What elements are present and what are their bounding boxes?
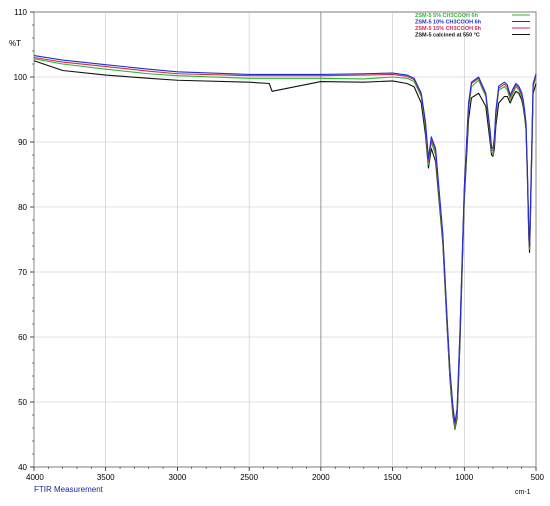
x-axis-unit: cm-1	[515, 489, 531, 496]
x-tick-label: 3000	[169, 473, 187, 482]
y-tick-label: 70	[18, 268, 27, 277]
legend-entry-1: ZSM-5 5% CH3COOH 6h	[415, 13, 479, 19]
y-tick-label: 60	[18, 333, 27, 342]
legend-entry-4: ZSM-5 calcined at 550 °C	[415, 33, 480, 39]
legend-entry-2: ZSM-5 10% CH3COOH 6h	[415, 20, 482, 26]
y-axis-label: %T	[9, 39, 21, 48]
x-tick-label: 3500	[97, 473, 115, 482]
footer-label: FTIR Measurement	[34, 485, 104, 494]
series-line-2	[33, 55, 537, 424]
y-tick-label: 110	[14, 8, 27, 17]
legend-entry-3: ZSM-5 15% CH3COOH 6h	[415, 26, 482, 32]
x-tick-label: 1000	[455, 473, 473, 482]
y-tick-label: 80	[18, 203, 27, 212]
x-tick-label: 1500	[384, 473, 402, 482]
y-axis-ticks: 40 50 60 70 80 90 100 110	[14, 8, 34, 472]
x-tick-label: 4000	[26, 473, 44, 482]
y-tick-label: 90	[18, 138, 27, 147]
y-tick-label: 50	[18, 398, 27, 407]
x-axis-ticks: 4000 3500 3000 2500 2000 1500 1000 500	[26, 467, 545, 482]
x-tick-label: 2500	[240, 473, 258, 482]
x-tick-label: 500	[531, 473, 545, 482]
y-tick-label: 40	[18, 463, 27, 472]
series-lines	[33, 55, 537, 430]
plot-area	[33, 11, 537, 468]
x-tick-label: 2000	[312, 473, 330, 482]
grid-lines	[33, 11, 537, 468]
y-tick-label: 100	[14, 73, 28, 82]
